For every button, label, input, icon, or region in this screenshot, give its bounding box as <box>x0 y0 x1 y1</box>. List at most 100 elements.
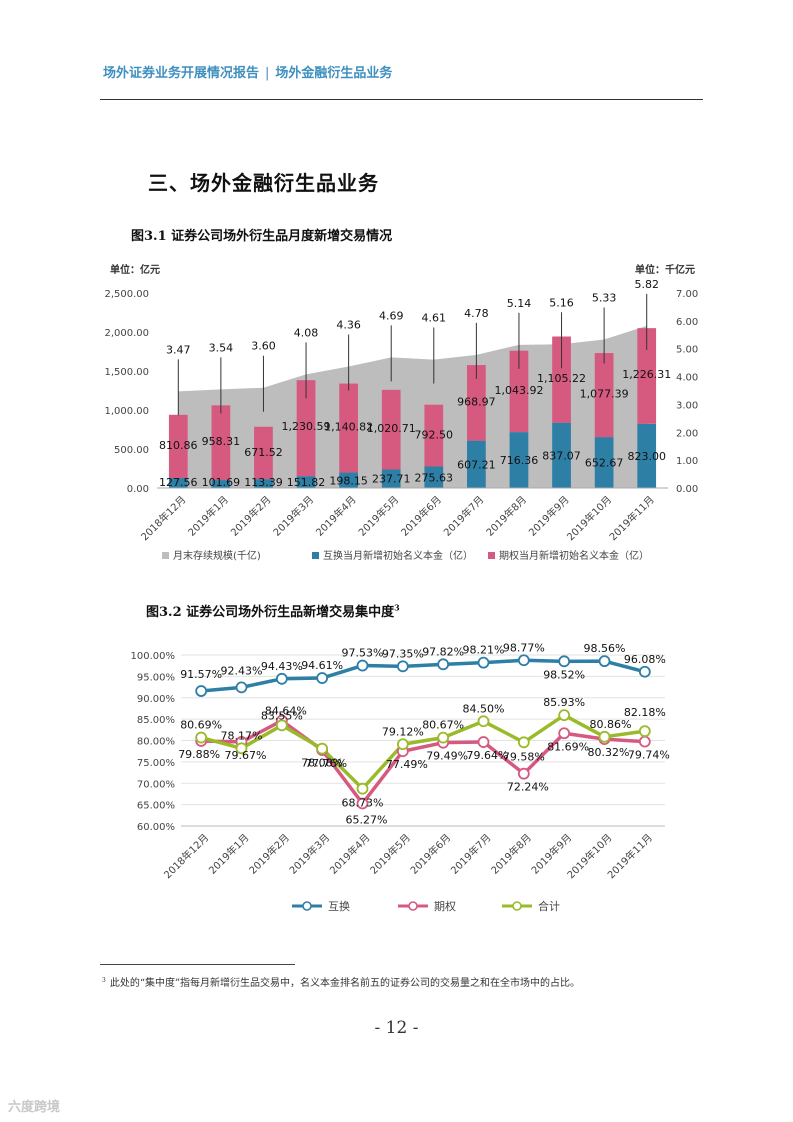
outstanding-value-label: 4.61 <box>422 312 447 325</box>
page-header: 场外证券业务开展情况报告 | 场外金融衍生品业务 <box>103 62 392 81</box>
left-tick-label: 2,500.00 <box>104 289 149 300</box>
swap-label: 97.53% <box>342 647 384 660</box>
series-point-1 <box>316 672 329 684</box>
option-bar <box>296 380 316 477</box>
series-point-2 <box>517 767 530 780</box>
watermark: 六度跨境 <box>8 1100 61 1115</box>
total-label: 68.73% <box>342 797 384 810</box>
right-unit-label: 单位：千亿元 <box>635 263 695 276</box>
figure2-title-text: 图3.2 证券公司场外衍生品新增交易集中度 <box>146 605 395 620</box>
total-label: 80.86% <box>590 718 632 731</box>
swap-label: 94.61% <box>301 659 343 672</box>
swap-label: 98.56% <box>584 642 626 655</box>
swap-bar <box>381 469 401 488</box>
series-point-3 <box>638 725 651 738</box>
series-point-3 <box>437 731 450 744</box>
header-chapter-title: 场外金融衍生品业务 <box>275 66 393 81</box>
outstanding-value-label: 3.47 <box>166 343 191 356</box>
option-value-label: 671.52 <box>244 446 283 459</box>
outstanding-value-label: 5.33 <box>592 292 617 305</box>
x-tick-label: 2019年7月 <box>448 831 494 877</box>
outstanding-value-label: 4.08 <box>294 326 319 339</box>
y-tick-label: 65.00% <box>137 801 175 812</box>
x-tick-label: 2019年3月 <box>286 831 332 877</box>
legend-swatch <box>312 552 319 559</box>
swap-bar <box>296 476 316 488</box>
swap-label: 97.82% <box>422 645 464 658</box>
section-title: 三、场外金融衍生品业务 <box>148 171 379 195</box>
option-bar <box>211 405 231 481</box>
header-report-title: 场外证券业务开展情况报告 <box>103 66 260 81</box>
option-label: 72.24% <box>507 781 549 794</box>
footnote: 3 此处的“集中度”指每月新增衍生品交易中，名义本金排名前五的证券公司的交易量之和… <box>102 974 580 989</box>
x-tick-label: 2019年8月 <box>483 493 529 539</box>
y-tick-label: 75.00% <box>137 758 175 769</box>
left-unit-label: 单位：亿元 <box>110 263 160 276</box>
option-value-label: 1,043.92 <box>494 384 543 397</box>
x-tick-label: 2019年7月 <box>441 493 487 539</box>
swap-value-label: 127.56 <box>159 476 198 489</box>
option-bar <box>381 389 401 470</box>
y-tick-label: 70.00% <box>137 779 175 790</box>
swap-value-label: 652.67 <box>585 457 624 470</box>
total-label: 78.08% <box>301 757 343 770</box>
series-point-1 <box>195 685 208 697</box>
legend-marker <box>512 901 522 911</box>
footnote-mark: 3 <box>102 976 106 984</box>
swap-value-label: 237.71 <box>372 473 411 486</box>
x-tick-label: 2019年3月 <box>270 493 316 539</box>
series-point-1 <box>396 660 409 673</box>
series-line-1 <box>201 658 646 693</box>
swap-label: 98.52% <box>543 668 585 681</box>
swap-label: 92.43% <box>221 664 263 677</box>
x-tick-label: 2019年4月 <box>327 831 373 877</box>
swap-bar <box>339 472 358 488</box>
series-line-2 <box>201 718 645 806</box>
option-value-label: 1,230.59 <box>282 420 331 433</box>
left-tick-label: 500.00 <box>114 445 149 456</box>
right-tick-label: 3.00 <box>676 400 698 411</box>
option-value-label: 1,140.82 <box>324 420 373 433</box>
option-label: 81.69% <box>547 740 589 753</box>
x-tick-label: 2019年6月 <box>407 831 453 877</box>
swap-bar <box>211 480 231 488</box>
series-point-2 <box>477 736 490 748</box>
option-value-label: 810.86 <box>159 439 198 452</box>
swap-value-label: 823.00 <box>627 450 666 463</box>
swap-value-label: 198.15 <box>329 474 368 487</box>
x-tick-label: 2018年12月 <box>161 831 211 881</box>
x-tick-label: 2019年5月 <box>356 493 402 539</box>
option-bar <box>254 426 273 480</box>
outstanding-value-label: 3.60 <box>251 340 276 353</box>
swap-value-label: 275.63 <box>415 471 454 484</box>
series-point-1 <box>356 659 369 672</box>
series-point-1 <box>235 681 248 694</box>
series-point-3 <box>235 742 248 755</box>
left-tick-label: 1,500.00 <box>104 367 149 378</box>
swap-bar <box>637 423 657 488</box>
total-label: 85.93% <box>543 696 585 709</box>
swap-label: 91.57% <box>180 668 222 681</box>
option-bar <box>467 365 486 441</box>
option-bar <box>552 336 571 423</box>
series-point-3 <box>517 736 530 749</box>
outstanding-area <box>178 325 647 488</box>
swap-label: 96.08% <box>624 653 666 666</box>
swap-bar <box>594 437 614 488</box>
y-tick-label: 95.00% <box>137 672 175 683</box>
figure2-note-mark: 3 <box>394 602 400 613</box>
series-point-1 <box>558 655 571 668</box>
option-label: 79.49% <box>426 750 468 763</box>
option-bar <box>594 353 614 438</box>
x-tick-label: 2019年11月 <box>606 493 656 543</box>
series-point-3 <box>275 719 288 732</box>
figure1-title: 图3.1 证券公司场外衍生品月度新增交易情况 <box>131 229 393 244</box>
series-point-3 <box>195 731 208 744</box>
x-tick-label: 2019年6月 <box>398 493 444 539</box>
swap-bar <box>552 422 571 488</box>
outstanding-value-label: 5.82 <box>634 278 659 291</box>
option-bar <box>168 414 188 479</box>
y-tick-label: 80.00% <box>137 737 175 748</box>
legend-label: 合计 <box>538 899 560 913</box>
series-point-3 <box>356 782 369 795</box>
